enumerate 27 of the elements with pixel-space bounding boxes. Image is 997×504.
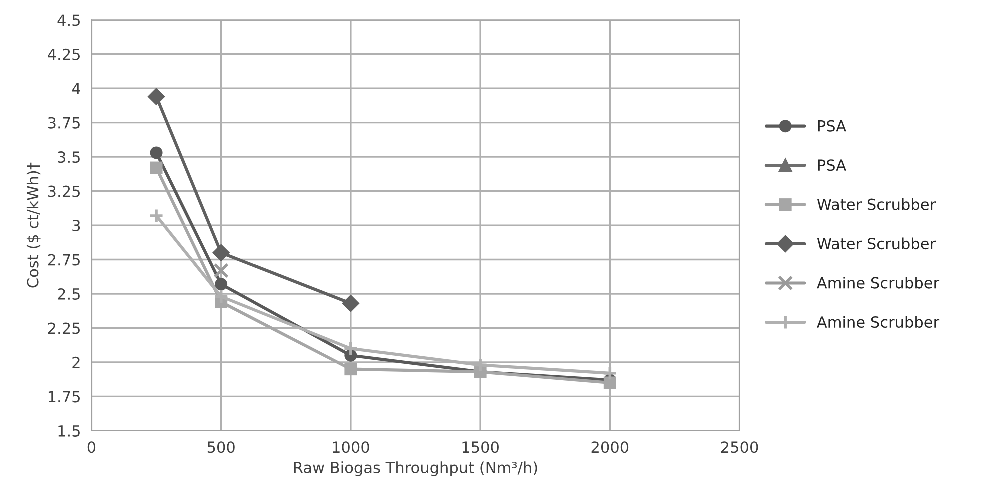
y-tick-label: 4.5 [58,14,80,26]
x-tick-label: 500 [208,442,235,454]
y-tick-label: 4 [72,83,80,94]
y-tick-label: 2.75 [48,254,80,266]
y-tick-label: 3 [72,220,80,232]
y-tick-label: 3.5 [58,152,80,164]
y-tick-label: 1.5 [58,426,80,437]
legend-label: Amine Scrubber [817,276,940,289]
x-tick-label: 1000 [333,442,370,454]
legend-label: Water Scrubber [817,198,936,210]
y-tick-label: 3.25 [48,186,80,198]
legend-label: PSA [818,160,846,172]
y-tick-label: 3.75 [48,117,80,129]
x-axis-title: Raw Biogas Throughput (Nm³/h) [294,462,538,476]
legend-label: PSA [818,120,846,132]
x-tick-label: 2500 [721,442,758,454]
y-axis-title: Cost ($ ct/kWh)† [26,162,41,288]
x-tick-label: 2000 [592,442,629,454]
legend-label: Water Scrubber [817,238,936,250]
legend-label: Amine Scrubber [817,316,940,328]
y-tick-label: 1.75 [48,391,80,403]
x-tick-label: 1500 [462,442,499,454]
x-tick-label: 0 [88,442,96,454]
y-tick-label: 2 [72,356,80,368]
y-tick-label: 2.5 [58,288,80,300]
y-tick-label: 2.25 [48,322,80,334]
y-tick-label: 4.25 [48,48,80,60]
